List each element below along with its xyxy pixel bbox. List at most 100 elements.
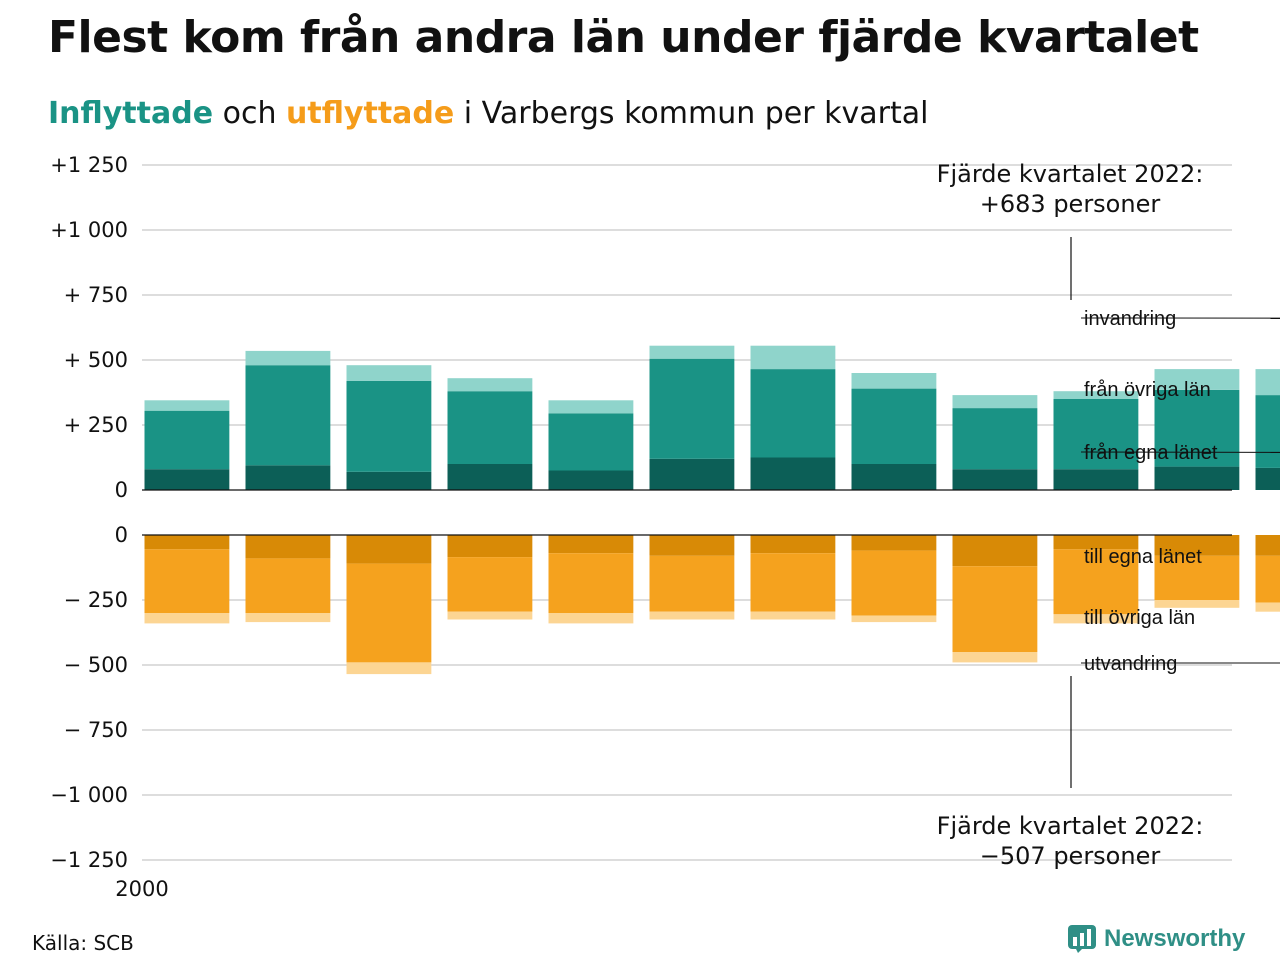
bar-inflow-own [750,457,836,490]
source-note: Källa: SCB [32,931,134,955]
bar-inflow-own [144,469,230,490]
bar-outflow-own [447,535,533,558]
series-label-in-own: från egna länet [1084,442,1218,464]
y-tick-label-top: +1 250 [50,153,128,177]
bar-inflow-other [649,358,735,459]
bar-inflow-foreign [144,400,230,411]
bar-outflow-own [851,535,937,551]
bar-inflow-other [1053,399,1139,470]
bar-outflow-other [851,550,937,616]
bar-outflow-other [1255,555,1280,603]
newsworthy-logo: Newsworthy [1068,925,1245,953]
bar-inflow-foreign [1255,369,1280,396]
bar-chart-logo-icon [1068,925,1096,953]
bar-outflow-foreign [144,613,230,624]
bar-inflow-own [1154,466,1240,490]
subtitle-outflow-label: utflyttade [286,96,455,131]
bar-outflow-foreign [447,611,533,620]
bar-inflow-other [447,391,533,464]
series-label-out-other: till övriga län [1084,607,1195,629]
bar-outflow-other [649,555,735,612]
bar-inflow-foreign [346,365,432,381]
y-tick-label-top: + 750 [64,283,128,307]
bar-inflow-own [649,458,735,490]
series-label-out-own: till egna länet [1084,546,1202,568]
bar-outflow-own [144,535,230,550]
bar-inflow-own [548,470,634,490]
annotation-top-line1: Fjärde kvartalet 2022: [937,160,1204,188]
bar-outflow-foreign [1154,600,1240,608]
bar-inflow-other [952,408,1038,470]
chart-subtitle: Inflyttade och utflyttade i Varbergs kom… [48,96,928,131]
y-tick-label-top: + 500 [64,348,128,372]
subtitle-rest: i Varbergs kommun per kvartal [454,96,929,131]
migration-chart: +1 250 +1 000 + 750 + 500 + 250 0 0 − 250 − 500 −… [50,153,1280,901]
bar-inflow-foreign [952,395,1038,409]
axes: +1 250 +1 000 + 750 + 500 + 250 0 0 − 250 − 500 −… [50,153,1232,901]
y-tick-label-bottom: − 250 [64,588,128,612]
bar-inflow-other [851,388,937,464]
bar-outflow-other [1053,549,1139,615]
y-tick-label-bottom: − 750 [64,718,128,742]
bar-inflow-foreign [447,378,533,392]
y-tick-label-bottom: − 500 [64,653,128,677]
subtitle-connector: och [213,96,286,131]
bar-inflow-other [1255,395,1280,468]
bar-outflow-own [750,535,836,554]
y-tick-label-bottom: −1 000 [50,783,128,807]
bar-outflow-foreign [346,662,432,675]
bar-outflow-own [952,535,1038,567]
bar-outflow-foreign [851,615,937,623]
bar-inflow-foreign [851,373,937,389]
bar-inflow-foreign [649,345,735,359]
bar-outflow-foreign [1053,614,1139,624]
bar-inflow-foreign [245,350,331,366]
bar-inflow-other [346,380,432,472]
bar-outflow-other [346,563,432,663]
bars [144,345,1280,675]
annotation-bottom-line1: Fjärde kvartalet 2022: [937,812,1204,840]
bar-outflow-own [1154,535,1240,556]
y-tick-label-top: + 250 [64,413,128,437]
bar-inflow-own [245,465,331,490]
bar-outflow-other [245,558,331,613]
bar-inflow-foreign [548,400,634,414]
bar-outflow-own [245,535,331,559]
bar-outflow-own [346,535,432,564]
bar-outflow-other [1154,555,1240,600]
bar-inflow-other [245,365,331,466]
bar-outflow-own [649,535,735,556]
series-label-out-foreign: utvandring [1084,653,1177,675]
chart-title: Flest kom från andra län under fjärde kv… [48,12,1199,63]
grid-lines [142,164,1232,861]
subtitle-inflow-label: Inflyttade [48,96,214,131]
y-tick-label-top: 0 [115,478,128,502]
bar-outflow-other [447,557,533,612]
bar-outflow-other [548,553,634,613]
bar-outflow-foreign [952,652,1038,663]
annotation-bottom-line2: −507 personer [980,842,1161,870]
bar-outflow-other [952,566,1038,652]
bar-inflow-own [1053,469,1139,490]
bar-outflow-own [548,535,634,554]
bar-inflow-own [447,464,533,490]
bar-inflow-other [548,413,634,471]
series-label-in-other: från övriga län [1084,379,1211,401]
bar-outflow-other [750,553,836,612]
bar-outflow-foreign [548,613,634,624]
bar-outflow-own [1255,535,1280,556]
x-tick-label: 2000 [115,877,168,901]
y-tick-label-top: +1 000 [50,218,128,242]
annotation-top-line2: +683 personer [980,190,1161,218]
bar-inflow-own [346,471,432,490]
series-label-in-foreign: invandring [1084,308,1176,330]
y-tick-label-bottom: −1 250 [50,848,128,872]
bar-inflow-own [952,469,1038,490]
series-labels: invandring från övriga län från egna länet… [1080,308,1280,675]
bar-inflow-own [851,464,937,490]
y-tick-label-bottom: 0 [115,523,128,547]
bar-inflow-other [144,410,230,470]
bar-inflow-foreign [750,345,836,370]
bar-outflow-other [144,549,230,613]
bar-inflow-other [1154,389,1240,467]
